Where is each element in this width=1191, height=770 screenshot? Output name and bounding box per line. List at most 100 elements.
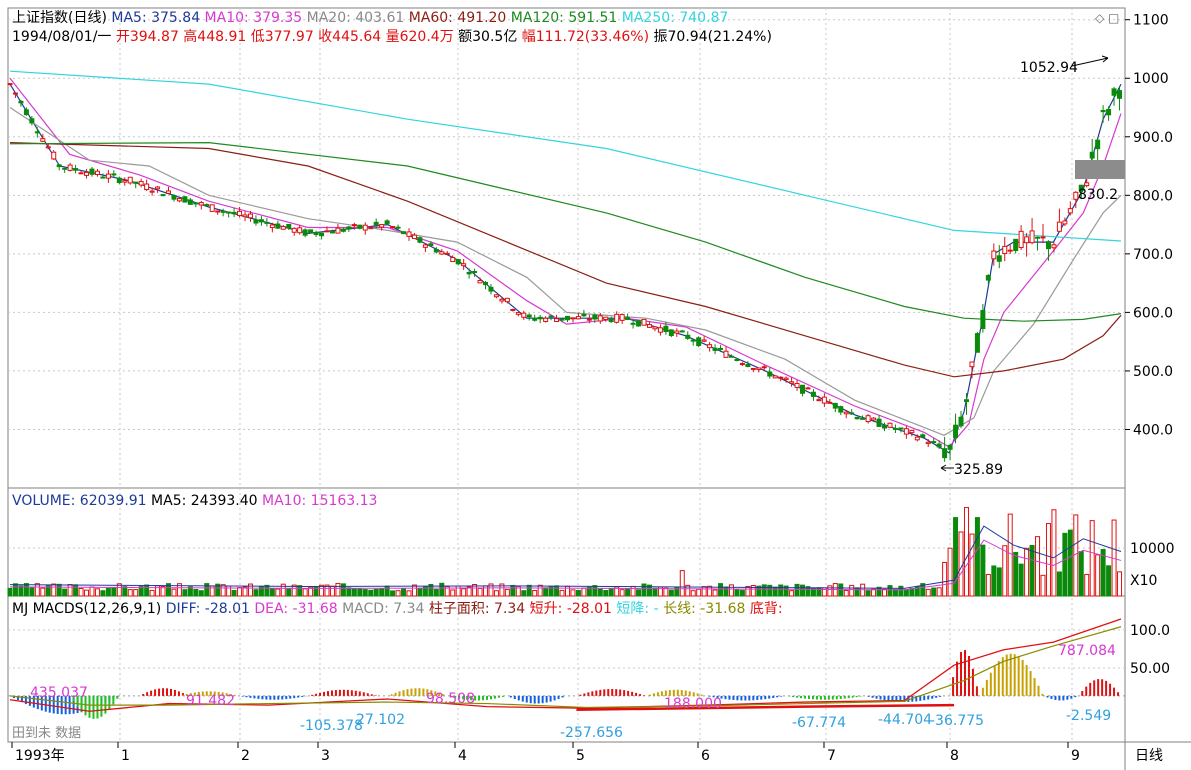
- volume-bar: [133, 589, 139, 597]
- volume-bar: [78, 588, 84, 597]
- macd-value-label: 27.102: [356, 712, 405, 728]
- time-axis-label: 1: [121, 748, 130, 764]
- candle-body: [1117, 90, 1123, 99]
- candle-body: [247, 213, 253, 219]
- header-item: DEA: -31.68: [250, 601, 338, 617]
- volume-bar: [428, 583, 434, 597]
- volume-bar: [362, 589, 368, 597]
- candle-body: [510, 308, 516, 311]
- volume-bar: [335, 582, 341, 597]
- volume-bar: [920, 583, 926, 597]
- header-item: MA60: 491.20: [404, 10, 506, 26]
- candle-body: [816, 399, 822, 402]
- candle-body: [1056, 221, 1062, 232]
- candle-body: [750, 367, 756, 370]
- candle-body: [1007, 249, 1013, 252]
- candle-body: [198, 202, 204, 206]
- candle-body: [422, 244, 428, 248]
- volume-bar: [23, 583, 29, 597]
- macd-dea-line: [9, 626, 1122, 709]
- header-item: MACDS(12,26,9,1): [28, 601, 161, 617]
- candle-body: [455, 259, 461, 265]
- volume-bar: [204, 583, 210, 597]
- volume-bar: [138, 586, 144, 597]
- candle-body: [892, 427, 898, 430]
- candle-body: [980, 310, 986, 329]
- volume-bar: [843, 589, 849, 597]
- volume-bar: [73, 584, 79, 597]
- candle-body: [411, 234, 417, 240]
- volume-bar: [936, 587, 942, 597]
- volume-bar: [472, 584, 478, 597]
- candle-body: [275, 223, 281, 229]
- volume-bar: [324, 584, 330, 597]
- volume-bar: [40, 587, 46, 597]
- candle-body: [56, 164, 62, 168]
- candle-body: [783, 377, 789, 380]
- volume-bar: [712, 589, 718, 597]
- volume-bar: [696, 588, 702, 597]
- volume-bar: [756, 585, 762, 597]
- candle-body: [1089, 151, 1095, 159]
- volume-bar: [865, 590, 871, 597]
- volume-bar: [56, 583, 62, 597]
- candle-body: [887, 422, 893, 428]
- candle-body: [116, 177, 122, 183]
- low-arrowhead: [940, 464, 947, 472]
- candle-body: [1013, 238, 1019, 252]
- candle-body: [499, 298, 505, 302]
- macd-axis-label-50: 50.00: [1130, 661, 1170, 677]
- volume-bar: [849, 584, 855, 597]
- candle-body: [89, 168, 95, 175]
- candle-body: [286, 223, 292, 229]
- volume-bar: [215, 583, 221, 597]
- restore-icon[interactable]: ◇: [1095, 11, 1105, 25]
- macd-value-label: -257.656: [560, 725, 623, 741]
- candle-body: [761, 366, 767, 369]
- candle-body: [100, 176, 106, 179]
- maximize-icon[interactable]: □: [1108, 11, 1119, 25]
- volume-bar: [1100, 549, 1106, 597]
- high-arrowhead: [1101, 55, 1109, 63]
- header-item: VOLUME: 62039.91: [12, 493, 147, 509]
- ma-line-ma250: [9, 70, 1122, 242]
- volume-bar: [127, 589, 133, 597]
- candle-body: [707, 344, 713, 349]
- volume-bar: [690, 590, 696, 597]
- volume-bar: [182, 589, 188, 597]
- candle-body: [368, 227, 374, 230]
- header-item: 1994/08/01/一: [12, 29, 111, 45]
- candle-body: [663, 325, 669, 333]
- volume-bar: [707, 585, 713, 597]
- candle-body: [390, 226, 396, 229]
- header-item: 振70.94(21.24%): [649, 29, 772, 45]
- candle-body: [395, 226, 401, 229]
- candle-body: [477, 279, 483, 284]
- candle-body: [466, 271, 472, 275]
- candle-body: [461, 263, 467, 267]
- volume-bar: [641, 583, 647, 597]
- volume-axis-unit: X10: [1130, 573, 1157, 589]
- candle-body: [187, 199, 193, 205]
- candle-body: [1024, 236, 1030, 244]
- volume-axis-label-10000: 10000: [1130, 541, 1175, 557]
- candle-body: [1035, 236, 1041, 239]
- price-axis-label: 600.0: [1133, 305, 1173, 321]
- candle-body: [526, 314, 532, 318]
- candle-body: [329, 230, 335, 234]
- header-item: MA5: 375.84: [107, 10, 200, 26]
- price-axis-label: 800.0: [1133, 188, 1173, 204]
- candle-body: [974, 333, 980, 353]
- watermark: 田到未 数据: [12, 726, 81, 741]
- candle-body: [155, 186, 161, 190]
- volume-bar: [619, 589, 625, 597]
- candle-body: [690, 339, 696, 342]
- period-label[interactable]: 日线: [1135, 748, 1163, 764]
- volume-bar: [625, 588, 631, 597]
- macd-header: MJ MACDS(12,26,9,1) DIFF: -28.01 DEA: -3…: [12, 601, 783, 617]
- candle-body: [1062, 220, 1068, 225]
- candle-body: [1018, 230, 1024, 248]
- volume-bar: [390, 590, 396, 597]
